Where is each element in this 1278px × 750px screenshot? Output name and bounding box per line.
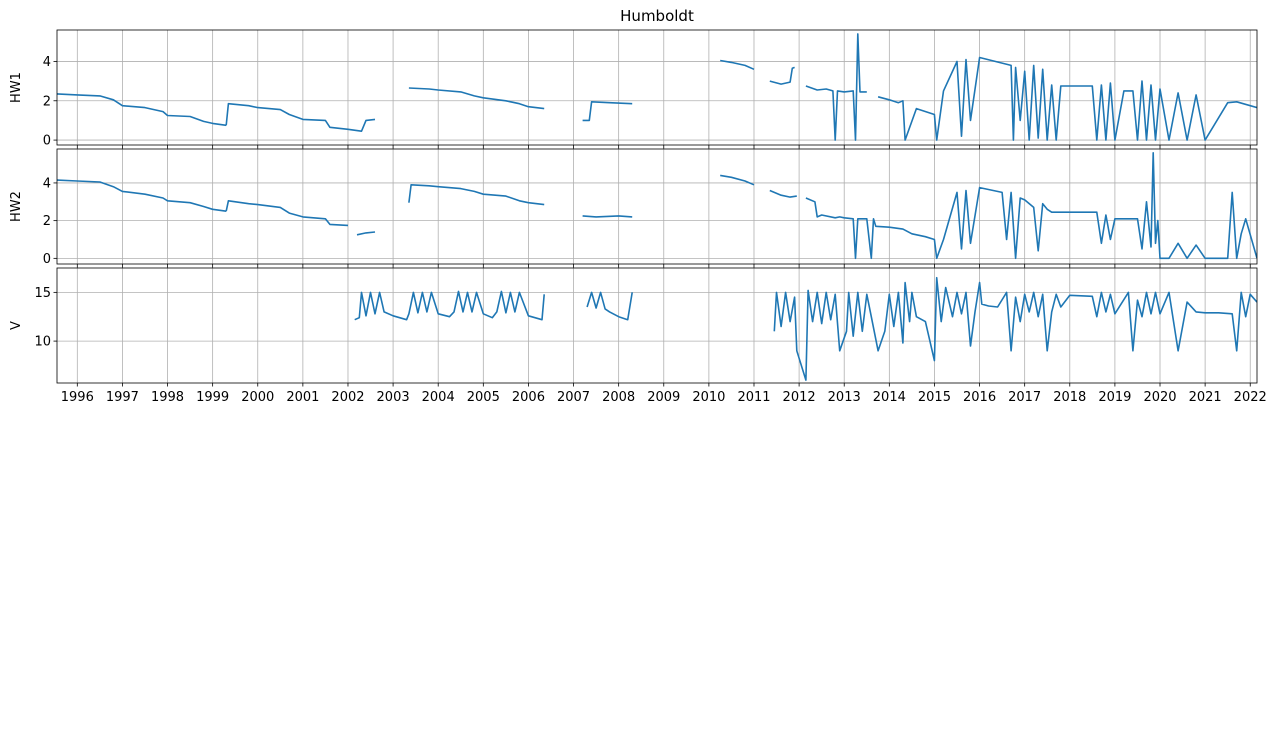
axes-frame [56,267,1258,384]
y-axis-label: HW2 [9,191,24,222]
x-tick-label: 2013 [828,390,861,405]
series-line-segment [586,291,633,321]
series-line-segment [877,56,1257,141]
x-tick-label: 2006 [512,390,545,405]
x-tick-label: 2020 [1143,390,1176,405]
y-tick-label: 2 [43,94,51,109]
x-tick-label: 1996 [61,390,94,405]
x-tick-label: 2011 [737,390,770,405]
series-line-segment [408,184,545,206]
y-tick-label: 2 [43,214,51,229]
x-tick-label: 2019 [1098,390,1131,405]
series-line-segment [57,93,227,127]
panel-v: 10 15 V 1996 1997 1998 1999 2000 2001 2002 2003 200… [9,267,1267,405]
series-line-segment [805,33,867,141]
x-tick-label: 2003 [377,390,410,405]
y-axis-label: V [9,321,24,330]
chart-title: Humboldt [620,7,694,25]
y-tick-label: 0 [43,134,51,149]
panel-hw2: 0 2 4 HW2 [9,148,1258,268]
x-tick-label: 2010 [692,390,725,405]
series-line-segment [769,66,795,85]
x-tick-label: 2005 [467,390,500,405]
x-tick-label: 2000 [241,390,274,405]
y-tick-label: 0 [43,252,51,267]
panel-hw1: 0 2 4 HW1 [9,29,1258,149]
x-tick-label: 1998 [151,390,184,405]
x-tick-label: 2014 [873,390,906,405]
series-line-segment [354,290,545,321]
series-line-segment [225,200,349,227]
x-tick-label: 2004 [422,390,455,405]
x-tick-label: 2018 [1053,390,1086,405]
series-line-segment [769,189,797,198]
x-tick-label: 2007 [557,390,590,405]
axes-frame [56,29,1258,146]
series-line-segment [773,276,1257,381]
x-tick-label: 2022 [1234,390,1267,405]
x-tick-label: 2008 [602,390,635,405]
series-line-segment [582,215,633,218]
y-tick-label: 4 [43,176,51,191]
x-tick-label: 2017 [1008,390,1041,405]
y-tick-label: 10 [34,335,51,350]
x-tick-label: 2012 [783,390,816,405]
series-line-segment [356,231,376,236]
series-line-segment [225,102,376,132]
series-line-segment [720,174,755,186]
series-line-segment [720,59,755,71]
x-tick-label: 2009 [647,390,680,405]
y-tick-label: 4 [43,55,51,70]
series-line-segment [582,101,633,122]
x-tick-label: 2015 [918,390,951,405]
axes-frame [56,148,1258,265]
series-line-segment [408,87,545,110]
y-tick-label: 15 [34,286,51,301]
x-tick-label: 2002 [331,390,364,405]
x-tick-label: 1997 [106,390,139,405]
x-tick-label: 2016 [963,390,996,405]
y-axis-label: HW1 [9,72,24,103]
x-tick-label: 2021 [1189,390,1222,405]
series-line-segment [805,152,1257,260]
series-line-segment [57,179,227,212]
x-tick-label: 2001 [286,390,319,405]
x-tick-label: 1999 [196,390,229,405]
